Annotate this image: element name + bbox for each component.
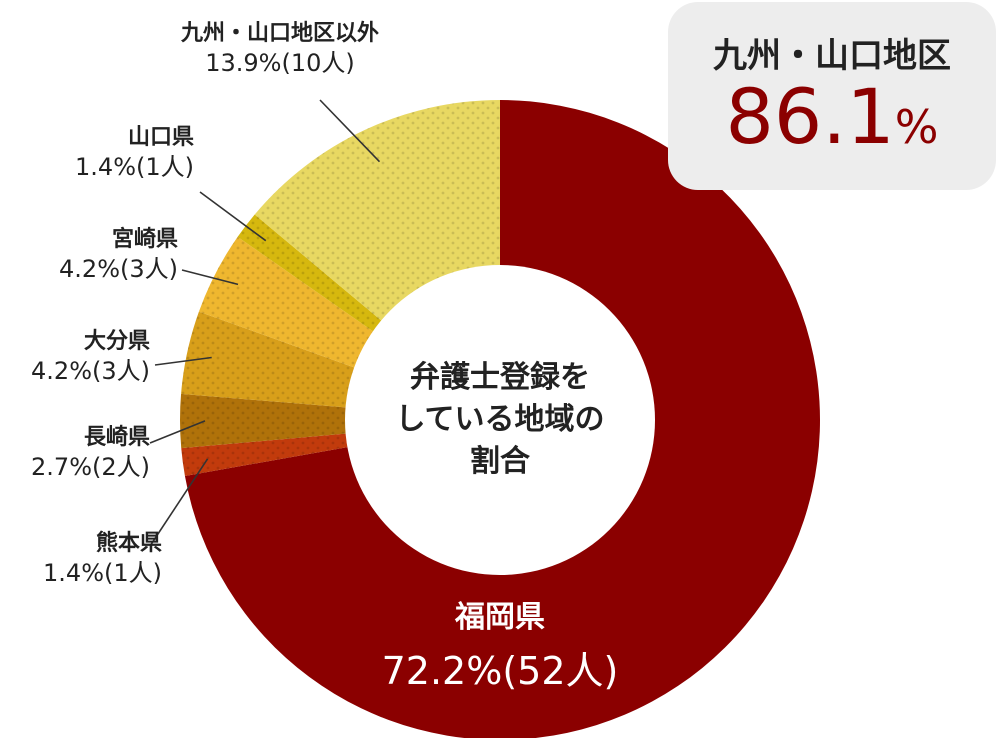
- slice-value-outside: 13.9%(10人): [205, 48, 355, 77]
- leader-line-outside: [319, 99, 381, 163]
- slice-name-miyazaki: 宮崎県: [111, 227, 178, 252]
- leader-line-nagasaki: [149, 420, 206, 444]
- slice-name-nagasaki: 長崎県: [83, 425, 150, 450]
- callout-value: 86.1%: [668, 77, 996, 157]
- slice-value-fukuoka: 72.2%(52人): [381, 649, 619, 693]
- leader-line-kumamoto: [149, 458, 209, 547]
- callout-unit: %: [894, 100, 939, 154]
- kyushu-yamaguchi-callout: 九州・山口地区 86.1%: [668, 2, 996, 190]
- slice-name-oita: 大分県: [83, 329, 150, 354]
- slice-label-outside: 九州・山口地区以外 13.9%(10人): [140, 20, 420, 78]
- slice-label-nagasaki: 長崎県 2.7%(2人): [0, 424, 150, 482]
- leader-line-miyazaki: [181, 269, 239, 286]
- slice-value-kumamoto: 1.4%(1人): [43, 558, 162, 587]
- leader-line-yamaguchi: [199, 191, 267, 242]
- slice-label-miyazaki: 宮崎県 4.2%(3人): [0, 226, 178, 284]
- slice-label-fukuoka: 福岡県 72.2%(52人): [340, 592, 660, 695]
- slice-texture-nagasaki: [180, 393, 501, 449]
- callout-number: 86.1: [725, 72, 895, 161]
- slice-name-yamaguchi: 山口県: [127, 125, 194, 150]
- slice-value-yamaguchi: 1.4%(1人): [75, 152, 194, 181]
- slice-label-oita: 大分県 4.2%(3人): [0, 328, 150, 386]
- slice-name-fukuoka: 福岡県: [455, 600, 545, 635]
- slice-value-oita: 4.2%(3人): [31, 356, 150, 385]
- slice-name-kumamoto: 熊本県: [95, 531, 162, 556]
- leader-line-oita: [154, 356, 212, 366]
- slice-name-outside: 九州・山口地区以外: [180, 21, 379, 46]
- slice-label-yamaguchi: 山口県 1.4%(1人): [0, 124, 194, 182]
- callout-title: 九州・山口地区: [713, 36, 951, 76]
- center-text: 弁護士登録を している地域の 割合: [395, 360, 605, 479]
- slice-value-nagasaki: 2.7%(2人): [31, 452, 150, 481]
- slice-label-kumamoto: 熊本県 1.4%(1人): [0, 530, 162, 588]
- donut-hole: [345, 265, 655, 575]
- slice-value-miyazaki: 4.2%(3人): [59, 254, 178, 283]
